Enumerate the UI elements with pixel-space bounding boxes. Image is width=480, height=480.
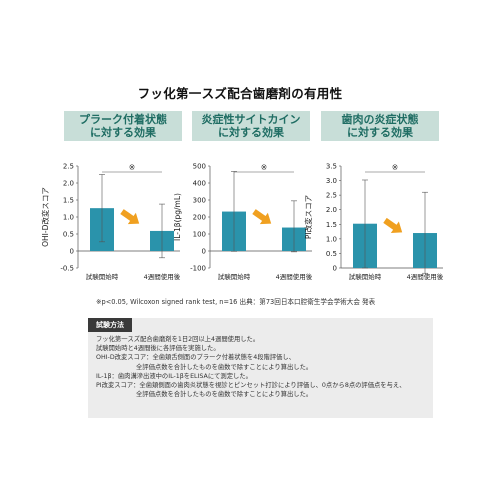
- main-title: フッ化第一スズ配合歯磨剤の有用性: [137, 86, 343, 101]
- footnote: ※p<0.05, Wilcoxon signed rank test, n=16…: [96, 298, 376, 306]
- y-tick-label: 400: [193, 180, 206, 188]
- x-category-label: 試験開始時: [86, 272, 119, 281]
- y-tick-label: 200: [193, 214, 206, 222]
- y-tick-label: 0: [333, 265, 337, 273]
- y-tick-label: 500: [193, 163, 206, 171]
- chart-ohi-d: OHI-D改変スコア 2.5 2.0 1.5 1.0 0.5 0 -0.5 試験開始時 4週間使用…: [40, 146, 190, 292]
- panel-header-gingiva: 歯肉の炎症状態 に対する効果: [321, 111, 439, 141]
- arrow-shape: [120, 209, 140, 225]
- chart-svg: IL-1β(pg/mL) 500 400 300 200 100 0 -100 試験開始時 4週間…: [173, 163, 313, 282]
- decrease-arrow-icon: [252, 209, 272, 225]
- y-tick-label: 2.0: [326, 206, 337, 214]
- y-tick-label: 1.5: [326, 221, 337, 229]
- significance-marker: ※: [392, 163, 399, 172]
- y-tick-label: 3.5: [326, 163, 337, 171]
- method-line: 全評価点数を合計したものを歯数で除すことにより算出した。: [136, 391, 313, 399]
- y-tick-label: 0.5: [326, 250, 337, 258]
- panel-title-line1: 炎症性サイトカイン: [201, 113, 301, 126]
- y-tick-label: 100: [193, 231, 206, 239]
- chart-il1b: IL-1β(pg/mL) 500 400 300 200 100 0 -100 試験開始時 4週間…: [172, 146, 322, 292]
- chart-pi: PI改変スコア 3.5 3.0 2.5 2.0 1.5 1.0 0.5 0 試験開始時 4週間使用後…: [303, 146, 453, 292]
- y-tick-label: 2.0: [63, 180, 74, 188]
- arrow-shape: [383, 217, 403, 233]
- y-tick-label: 3.0: [326, 177, 337, 185]
- method-tag: 試験方法: [88, 318, 132, 332]
- y-tick-label: 0: [202, 248, 206, 256]
- y-tick-label: 300: [193, 197, 206, 205]
- y-axis-label: OHI-D改変スコア: [40, 187, 50, 247]
- method-line: PI改変スコア：全歯頬側面の歯肉炎状態を視診とピンセット打診により評価し、0点か…: [96, 382, 406, 390]
- method-line: 試験開始時と4週間後に各評価を実施した。: [96, 345, 220, 353]
- y-axis-label: PI改変スコア: [303, 195, 313, 239]
- y-tick-label: 1.0: [326, 235, 337, 243]
- y-tick-label: 2.5: [63, 163, 74, 171]
- y-tick-label: -100: [190, 265, 206, 273]
- y-tick-label: -0.5: [60, 265, 74, 273]
- panel-header-cytokine: 炎症性サイトカイン に対する効果: [192, 111, 310, 141]
- decrease-arrow-icon: [120, 209, 140, 225]
- method-box: 試験方法 フッ化第一スズ配合歯磨剤を1日2回以上4週間使用した。 試験開始時と4…: [88, 318, 433, 418]
- panel-title-line2: に対する効果: [218, 126, 284, 139]
- significance-marker: ※: [129, 163, 136, 172]
- y-tick-label: 1.0: [63, 214, 74, 222]
- x-category-label: 4週間使用後: [276, 272, 313, 281]
- x-category-label: 4週間使用後: [407, 272, 444, 281]
- y-tick-label: 0.5: [63, 231, 74, 239]
- y-tick-label: 0: [70, 248, 74, 256]
- method-line: OHI-D改変スコア：全歯頬舌側面のプラーク付着状態を4段階評価し、: [96, 354, 295, 362]
- significance-marker: ※: [261, 163, 268, 172]
- decrease-arrow-icon: [383, 217, 403, 233]
- panel-title-line1: プラーク付着状態: [79, 113, 167, 126]
- chart-svg: PI改変スコア 3.5 3.0 2.5 2.0 1.5 1.0 0.5 0 試験開始時 4週間使用後…: [303, 163, 444, 282]
- chart-svg: OHI-D改変スコア 2.5 2.0 1.5 1.0 0.5 0 -0.5 試験開始時 4週間使用…: [40, 163, 181, 282]
- panel-title-line1: 歯肉の炎症状態: [341, 113, 419, 126]
- panel-title-line2: に対する効果: [90, 126, 156, 139]
- x-category-label: 試験開始時: [218, 272, 251, 281]
- y-tick-label: 2.5: [326, 192, 337, 200]
- y-tick-label: 1.5: [63, 197, 74, 205]
- method-line: 全評価点数を合計したものを歯数で除すことにより算出した。: [136, 363, 313, 371]
- x-category-label: 4週間使用後: [144, 272, 181, 281]
- arrow-shape: [252, 209, 272, 225]
- method-line: IL-1β：歯肉溝滲出液中のIL-1βをELISAにて測定した。: [96, 372, 252, 380]
- panel-header-plaque: プラーク付着状態 に対する効果: [64, 111, 182, 141]
- panel-title-line2: に対する効果: [347, 126, 413, 139]
- y-axis-label: IL-1β(pg/mL): [173, 193, 182, 241]
- x-category-label: 試験開始時: [349, 272, 382, 281]
- method-line: フッ化第一スズ配合歯磨剤を1日2回以上4週間使用した。: [96, 336, 260, 343]
- method-lines: フッ化第一スズ配合歯磨剤を1日2回以上4週間使用した。 試験開始時と4週間後に各…: [96, 335, 427, 399]
